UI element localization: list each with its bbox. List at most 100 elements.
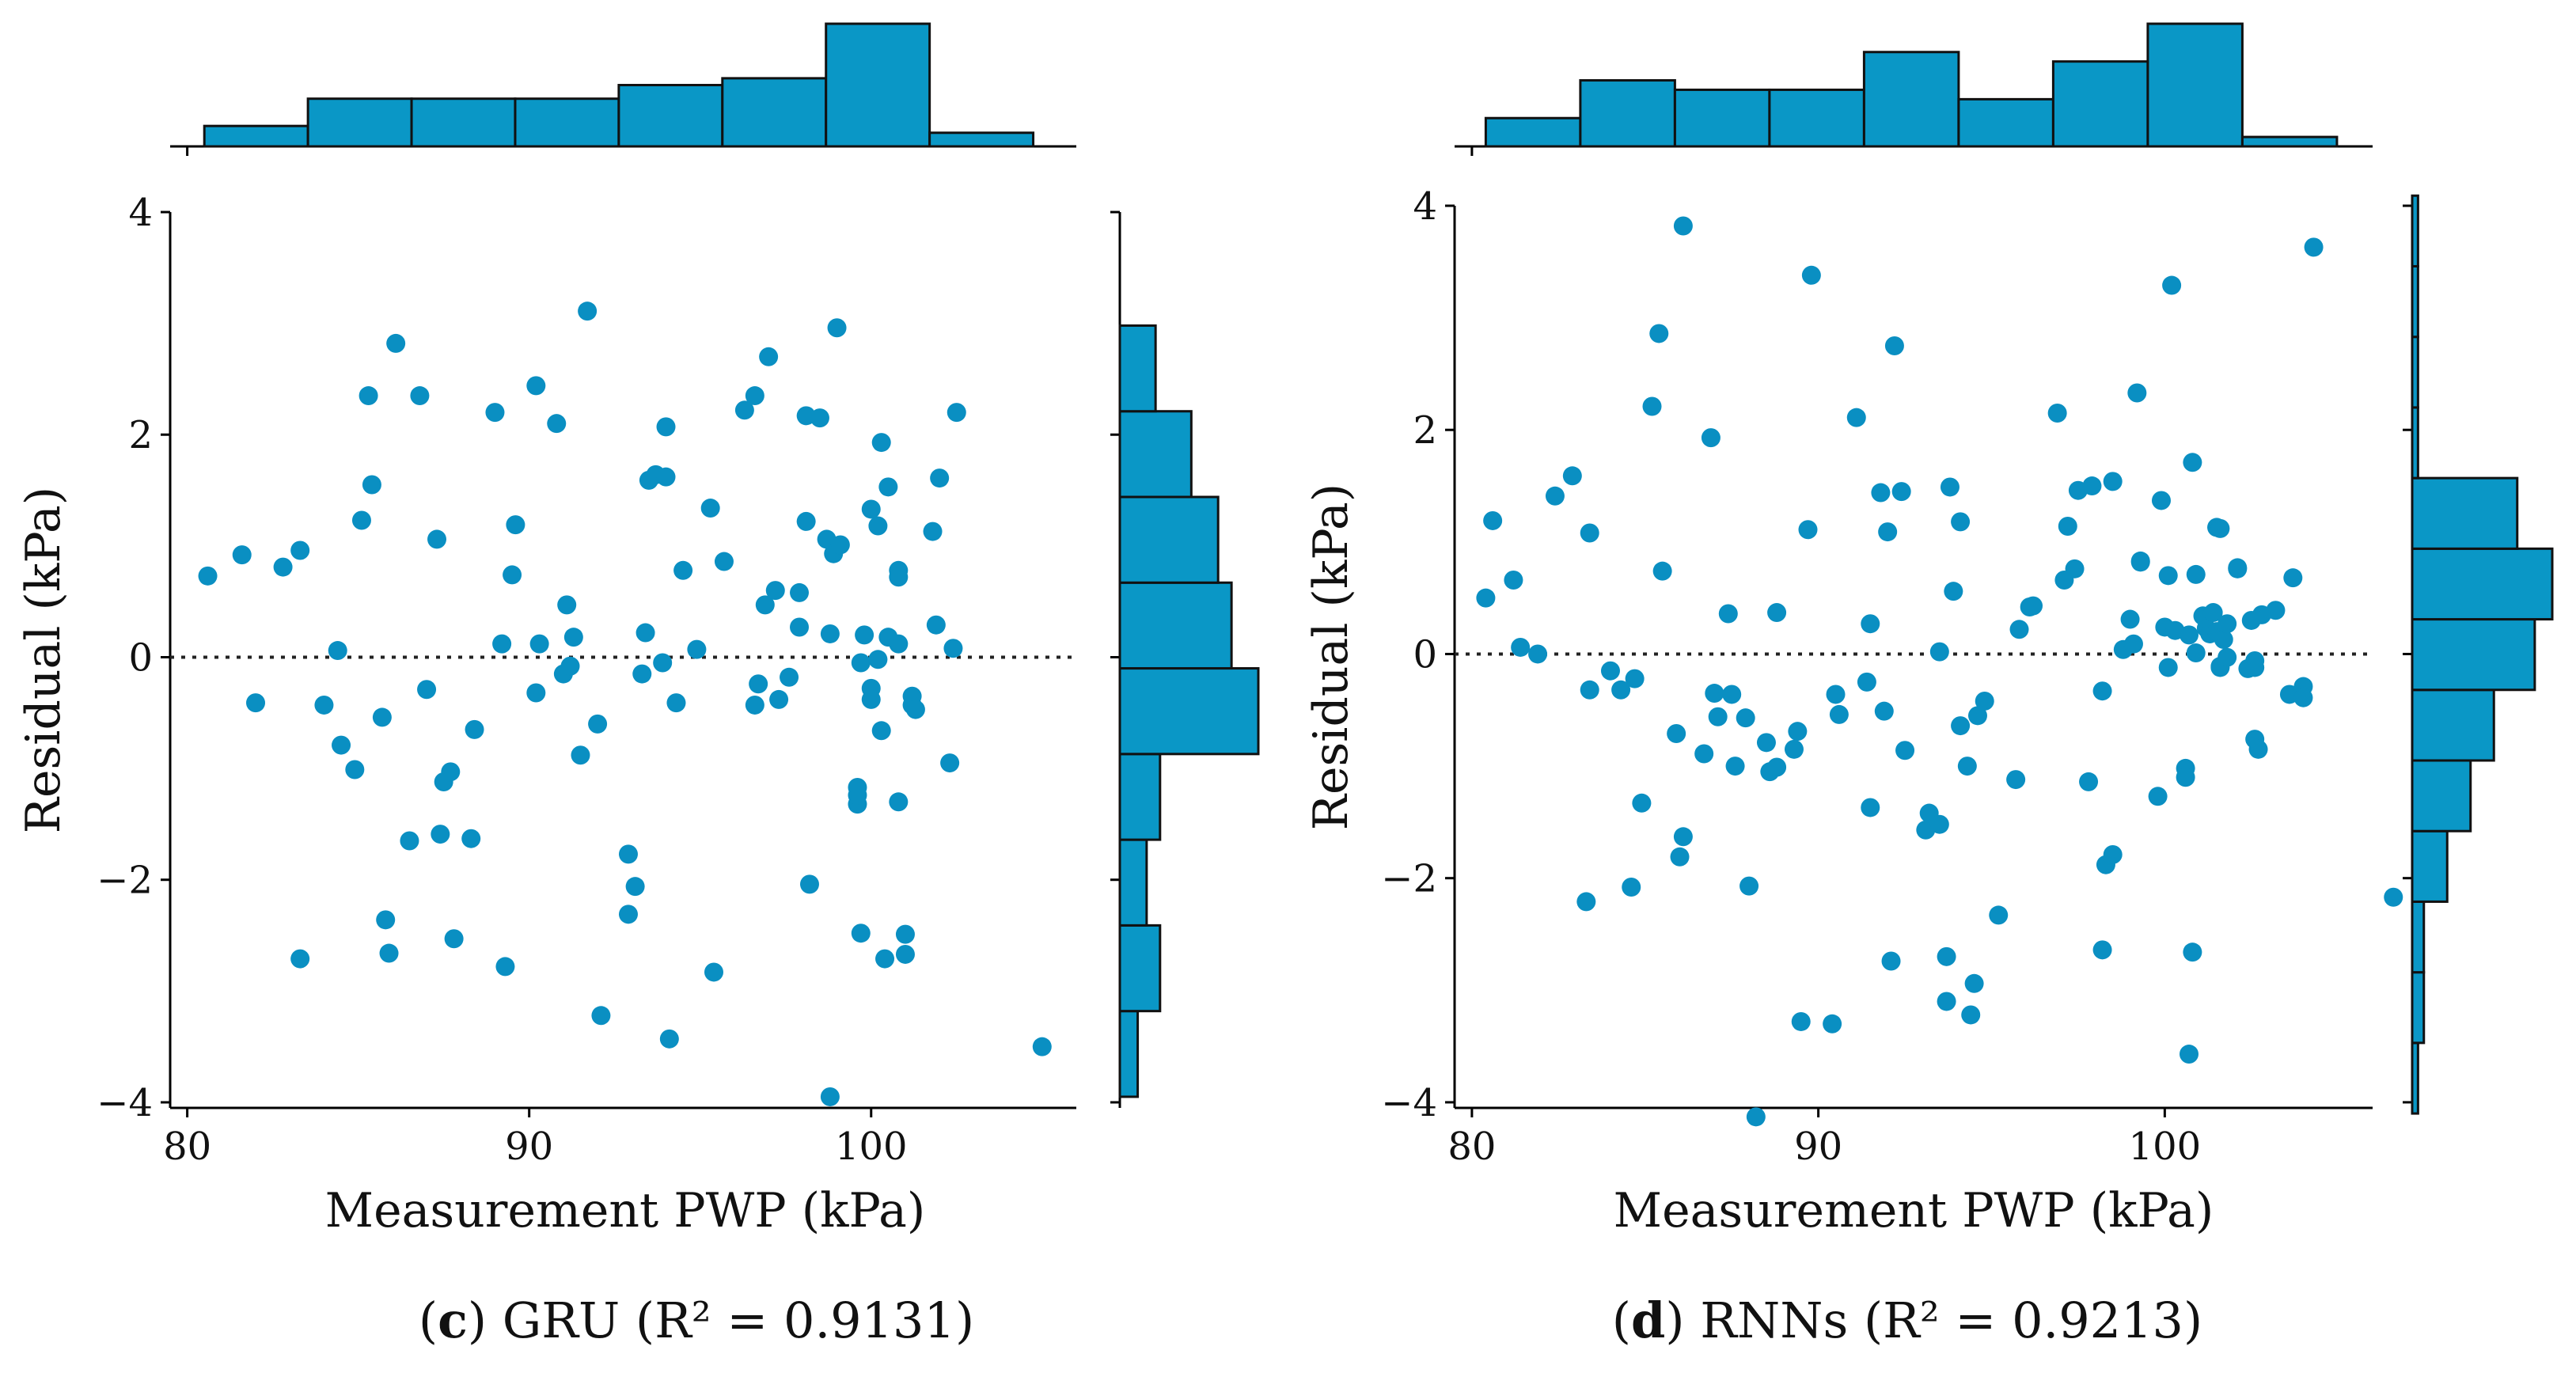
scatter-point <box>1694 744 1714 764</box>
scatter-point <box>2127 383 2147 403</box>
scatter-point <box>1673 216 1693 236</box>
scatter-point <box>588 714 608 734</box>
y-marginal-bar <box>2411 688 2495 762</box>
y-tick-label: 2 <box>1413 408 1437 453</box>
scatter-point <box>2082 476 2102 496</box>
scatter-point <box>1611 680 1631 700</box>
scatter-point <box>1788 722 1808 741</box>
scatter-point <box>1625 669 1645 688</box>
caption-close-paren: ) <box>468 1291 487 1349</box>
scatter-point <box>2186 643 2206 663</box>
scatter-point <box>465 719 484 739</box>
scatter-point <box>2024 596 2043 616</box>
y-marginal-bar <box>1118 581 1233 670</box>
scatter-point <box>2180 625 2199 645</box>
scatter-point <box>943 639 963 658</box>
scatter-point <box>1798 520 1818 540</box>
x-marginal-bar <box>928 131 1035 148</box>
scatter-point <box>495 957 515 977</box>
y-marginal-bar <box>1118 495 1220 584</box>
y-tick-label: 4 <box>128 191 153 235</box>
scatter-point <box>659 1029 679 1049</box>
scatter-point <box>769 689 789 709</box>
scatter-point <box>755 595 775 615</box>
scatter-point <box>1989 905 2009 925</box>
scatter-point <box>2006 770 2026 790</box>
scatter-point <box>871 433 891 453</box>
x-marginal-bar <box>825 22 931 148</box>
y-marginal-bar <box>2411 264 2419 339</box>
scatter-point <box>2103 844 2123 864</box>
scatter-point <box>1961 1005 1981 1025</box>
scatter-point <box>273 557 293 577</box>
scatter-point <box>1767 757 1787 777</box>
y-marginal-bar <box>1118 838 1148 927</box>
scatter-point <box>526 683 546 703</box>
scatter-point <box>1673 827 1693 847</box>
y-marginal-bar <box>1118 667 1260 756</box>
scatter-point <box>485 403 505 423</box>
scatter-point <box>529 634 549 654</box>
scatter-point <box>1871 483 1891 503</box>
scatter-point <box>1944 582 1963 601</box>
x-marginal-bar <box>1957 97 2054 148</box>
y-tick-label: 0 <box>128 635 153 680</box>
scatter-point <box>246 693 266 713</box>
scatter-point <box>1861 614 1880 634</box>
scatter-point <box>2151 491 2171 510</box>
scatter-point <box>2079 772 2099 791</box>
scatter-point <box>2304 237 2324 257</box>
scatter-point <box>290 540 310 560</box>
scatter-point <box>635 623 655 643</box>
scatter-point <box>1642 396 1662 416</box>
scatter-point <box>799 874 819 894</box>
y-marginal-bar <box>2411 336 2419 409</box>
scatter-point <box>372 707 392 727</box>
scatter-point <box>861 499 881 519</box>
scatter-point <box>1964 973 1984 993</box>
scatter-point <box>1826 685 1846 704</box>
scatter-point <box>734 400 754 420</box>
scatter-point <box>2120 609 2140 629</box>
scatter-point <box>1801 265 1821 285</box>
scatter-point <box>2214 630 2233 650</box>
y-marginal-bar <box>2411 829 2449 903</box>
x-marginal-bar <box>1862 51 1960 148</box>
scatter-point <box>871 721 891 741</box>
scatter-point <box>625 877 645 897</box>
scatter-point <box>1580 680 1599 700</box>
scatter-point <box>1957 757 1977 776</box>
y-tick-label: −4 <box>1381 1081 1437 1125</box>
scatter-point <box>820 1087 840 1106</box>
scatter-point <box>1767 603 1787 623</box>
panel-caption: (d) RNNs (R² = 0.9213) <box>1612 1291 2202 1349</box>
caption-open-paren: ( <box>1612 1291 1631 1349</box>
scatter-point <box>1937 992 1956 1011</box>
scatter-point <box>1823 1014 1842 1034</box>
scatter-point <box>1701 428 1720 448</box>
y-marginal-bar <box>2411 476 2519 550</box>
scatter-point <box>506 515 525 535</box>
scatter-point <box>2217 614 2237 634</box>
scatter-point <box>2266 601 2286 620</box>
scatter-point <box>492 634 512 654</box>
scatter-point <box>578 302 598 321</box>
y-tick-label: 0 <box>1413 632 1437 677</box>
scatter-point <box>796 511 816 531</box>
scatter-point <box>947 403 966 423</box>
scatter-point <box>745 695 764 715</box>
caption-text: GRU (R² = 0.9131) <box>487 1291 974 1349</box>
scatter-point <box>2183 943 2202 962</box>
scatter-point <box>790 582 810 602</box>
scatter-point <box>1739 876 1759 896</box>
scatter-point <box>1940 477 1960 497</box>
x-tick-label: 80 <box>1447 1125 1496 1169</box>
scatter-point <box>618 905 638 924</box>
y-marginal-bar <box>2411 194 2419 267</box>
scatter-point <box>503 565 522 585</box>
y-tick-label: 4 <box>1413 184 1437 229</box>
y-tick-label: −4 <box>97 1081 153 1125</box>
scatter-point <box>2162 275 2182 295</box>
scatter-point <box>563 628 583 647</box>
scatter-point <box>2384 887 2403 907</box>
